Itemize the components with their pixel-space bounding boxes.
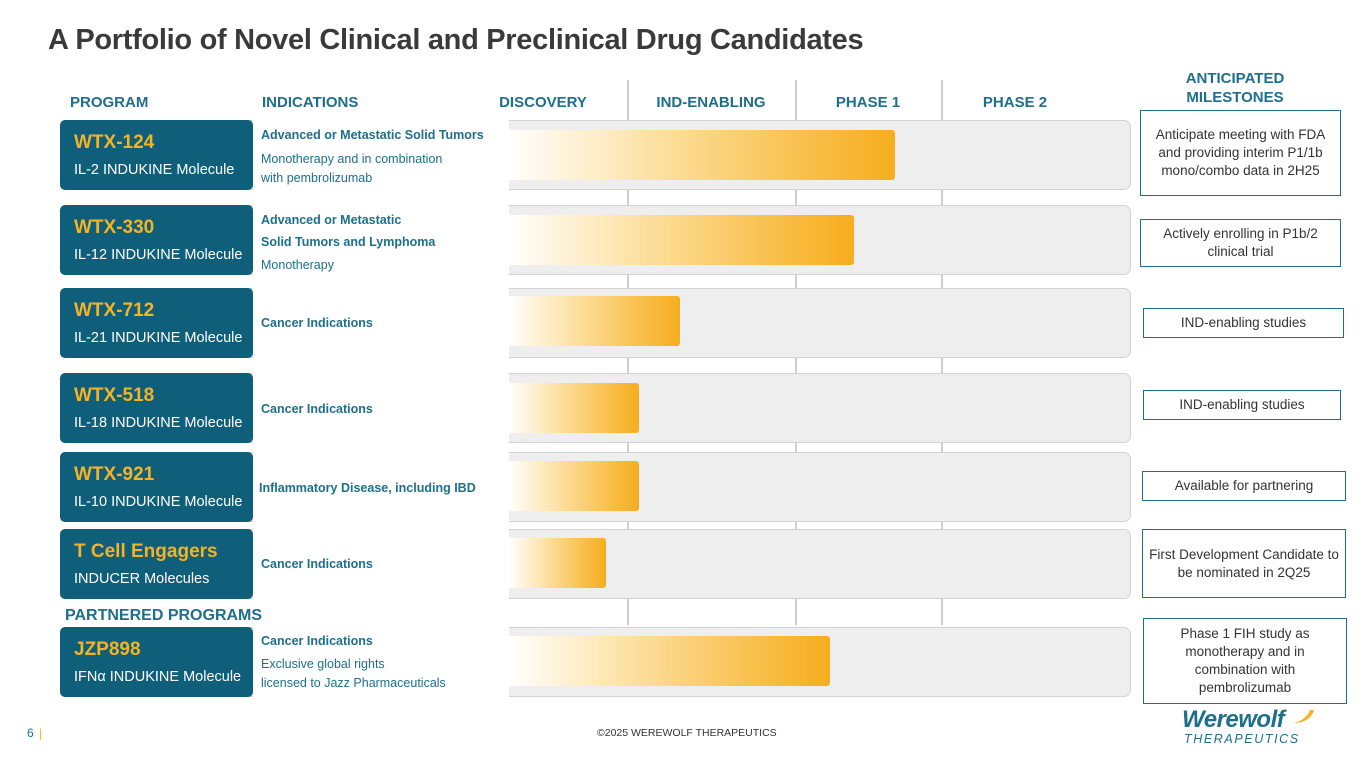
program-name: T Cell Engagers [74, 541, 218, 562]
milestone-wtx-712: IND-enabling studies [1143, 308, 1344, 338]
header-ind-enabling: IND-ENABLING [656, 94, 766, 111]
indication-line: Cancer Indications [261, 634, 373, 648]
program-subtitle: IL-18 INDUKINE Molecule [74, 415, 243, 431]
crescent-moon-icon [1294, 710, 1314, 723]
program-name: WTX-124 [74, 132, 155, 153]
page-title: A Portfolio of Novel Clinical and Precli… [48, 24, 864, 56]
indication-line: Cancer Indications [261, 316, 373, 330]
header-program: PROGRAM [70, 94, 149, 111]
program-label-t-cell-engagers: T Cell Engagers INDUCER Molecules [60, 529, 253, 599]
progress-bar-wtx-518 [509, 383, 639, 433]
program-label-wtx-124: WTX-124 IL-2 INDUKINE Molecule [60, 120, 253, 190]
indication-line: licensed to Jazz Pharmaceuticals [261, 676, 446, 690]
indication-line: Monotherapy and in combination [261, 152, 443, 166]
indication-line: Monotherapy [261, 258, 334, 272]
indication-line: Advanced or Metastatic [261, 213, 402, 227]
logo-subtitle: THERAPEUTICS [1184, 732, 1300, 746]
indications-wtx-518: Cancer Indications [253, 373, 509, 443]
program-name: WTX-921 [74, 464, 155, 485]
header-milestones-line2: MILESTONES [1186, 89, 1284, 106]
progress-bar-jzp898 [509, 636, 830, 686]
indication-line: Cancer Indications [261, 557, 373, 571]
indication-line: Advanced or Metastatic Solid Tumors [261, 128, 484, 142]
logo-wordmark: Werewolf [1182, 706, 1285, 733]
program-label-jzp898: JZP898 IFNα INDUKINE Molecule [60, 627, 253, 697]
program-name: JZP898 [74, 639, 141, 660]
page-number-separator: | [39, 726, 43, 740]
program-label-wtx-518: WTX-518 IL-18 INDUKINE Molecule [60, 373, 253, 443]
milestone-jzp898: Phase 1 FIH study as monotherapy and in … [1143, 618, 1347, 704]
program-label-wtx-712: WTX-712 IL-21 INDUKINE Molecule [60, 288, 253, 358]
indications-t-cell-engagers: Cancer Indications [253, 529, 509, 599]
indication-line: with pembrolizumab [261, 171, 373, 185]
program-subtitle: IL-10 INDUKINE Molecule [74, 494, 243, 510]
header-discovery: DISCOVERY [499, 94, 587, 111]
program-subtitle: IL-21 INDUKINE Molecule [74, 330, 243, 346]
indication-line: Exclusive global rights [261, 657, 385, 671]
milestone-wtx-330: Actively enrolling in P1b/2 clinical tri… [1140, 219, 1341, 267]
werewolf-logo: Werewolf THERAPEUTICS [1180, 706, 1320, 750]
indication-line: Solid Tumors and Lymphoma [261, 235, 436, 249]
header-milestones-line1: ANTICIPATED [1185, 70, 1285, 87]
partnered-programs-label: PARTNERED PROGRAMS [65, 607, 263, 624]
indications-wtx-712: Cancer Indications [253, 288, 509, 358]
progress-bar-wtx-124 [509, 130, 895, 180]
page-number: 6 [27, 726, 34, 740]
program-subtitle: IL-2 INDUKINE Molecule [74, 162, 235, 178]
indications-wtx-330: Advanced or Metastatic Solid Tumors and … [253, 205, 509, 275]
milestone-wtx-921: Available for partnering [1142, 471, 1346, 501]
program-subtitle: INDUCER Molecules [74, 571, 210, 587]
copyright-notice: ©2025 WEREWOLF THERAPEUTICS [597, 727, 777, 739]
progress-bar-t-cell-engagers [509, 538, 606, 588]
indication-line: Cancer Indications [261, 402, 373, 416]
program-name: WTX-330 [74, 217, 155, 238]
progress-bar-wtx-921 [509, 461, 639, 511]
program-name: WTX-518 [74, 385, 155, 406]
indications-jzp898: Cancer Indications Exclusive global righ… [253, 627, 509, 697]
header-indications: INDICATIONS [262, 94, 359, 111]
milestone-t-cell-engagers: First Development Candidate to be nomina… [1142, 529, 1346, 598]
indication-line: Inflammatory Disease, including IBD [259, 481, 476, 495]
program-label-wtx-921: WTX-921 IL-10 INDUKINE Molecule [60, 452, 253, 522]
progress-bar-wtx-712 [509, 296, 680, 346]
header-phase-2: PHASE 2 [982, 94, 1048, 111]
program-label-wtx-330: WTX-330 IL-12 INDUKINE Molecule [60, 205, 253, 275]
milestone-wtx-518: IND-enabling studies [1143, 390, 1341, 420]
header-milestones: ANTICIPATED MILESTONES [1160, 69, 1310, 107]
milestone-wtx-124: Anticipate meeting with FDA and providin… [1140, 110, 1341, 196]
indications-wtx-921: Inflammatory Disease, including IBD [253, 452, 509, 522]
indications-wtx-124: Advanced or Metastatic Solid Tumors Mono… [253, 120, 509, 190]
program-subtitle: IL-12 INDUKINE Molecule [74, 247, 243, 263]
program-name: WTX-712 [74, 300, 155, 321]
program-subtitle: IFNα INDUKINE Molecule [74, 669, 242, 685]
progress-bar-wtx-330 [509, 215, 854, 265]
header-phase-1: PHASE 1 [835, 94, 901, 111]
